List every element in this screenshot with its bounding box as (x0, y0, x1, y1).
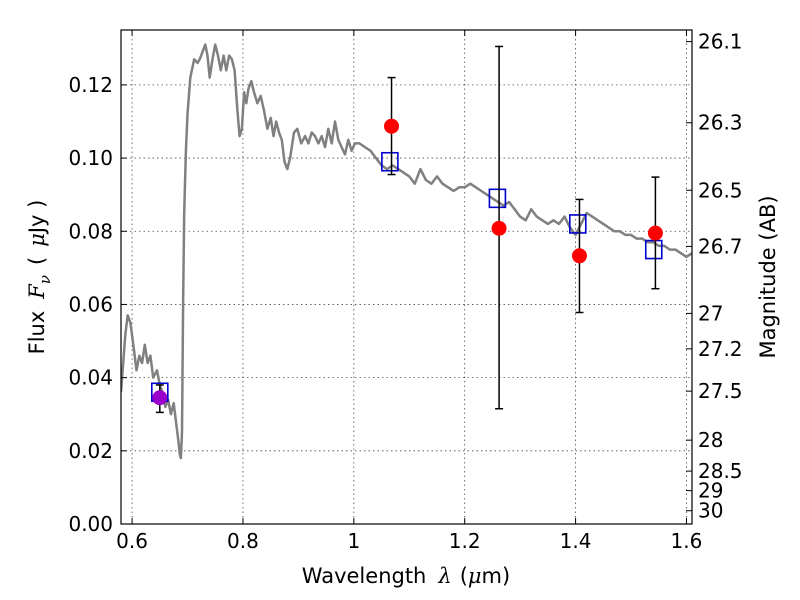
y2-tick-label: 26.7 (698, 234, 743, 258)
y2-tick-label: 28.5 (698, 459, 743, 483)
x-tick-label: 1.4 (560, 529, 592, 553)
x-axis-title-unit-open: ( (460, 564, 468, 588)
observed-photometry-point (571, 248, 587, 264)
y-tick-label: 0.02 (68, 439, 113, 463)
observed-photometry-point (384, 118, 400, 134)
y-tick-label: 0.12 (68, 73, 113, 97)
y-axis-title-subscript: ν (36, 275, 54, 284)
x-tick-label: 1 (347, 529, 360, 553)
observed-photometry-point (152, 390, 168, 406)
y2-tick-label: 28 (698, 428, 723, 452)
y2-tick-label: 26.1 (698, 30, 743, 54)
model-photometry-square (488, 188, 507, 209)
observed-photometry-point (647, 225, 663, 241)
y-tick-label: 0.06 (68, 292, 113, 316)
x-axis-title-prefix: Wavelength (302, 564, 427, 588)
x-tick-label: 0.8 (227, 529, 259, 553)
spectrum-line (121, 43, 692, 460)
y-tick-label: 0.10 (68, 146, 113, 170)
model-photometry-square (381, 151, 399, 172)
y2-tick-label: 26.3 (698, 111, 743, 135)
x-tick-label: 1.6 (671, 529, 703, 553)
y-axis-title-symbol: F (25, 283, 49, 300)
y-axis-title-unit-mu: μ (25, 233, 49, 247)
x-tick-label: 0.6 (116, 529, 148, 553)
y2-axis-title: Magnitude (AB) (756, 195, 780, 358)
model-photometry-square (644, 239, 663, 260)
y2-tick-label: 27 (698, 301, 723, 325)
y2-tick-label: 27.2 (698, 337, 743, 361)
y-axis-title-unit-rest: Jy ) (25, 200, 49, 236)
plot-data (121, 43, 692, 460)
observed-photometry-point (491, 220, 507, 236)
y2-tick-label: 29 (698, 479, 723, 503)
x-axis-title-unit-mu: μ (468, 564, 482, 588)
model-photometry-square (568, 214, 587, 234)
y2-tick-label: 30 (698, 499, 723, 523)
y-axis-title: Flux Fν ( μJy ) (25, 200, 54, 355)
x-tick-label: 1.2 (449, 529, 481, 553)
y-tick-label: 0.00 (68, 512, 113, 536)
x-axis-title-unit-rest: m) (482, 564, 511, 588)
y-tick-label: 0.04 (68, 366, 113, 390)
y-axis-title-prefix: Flux (25, 311, 49, 355)
y-tick-label: 0.08 (68, 219, 113, 243)
y2-tick-label: 26.5 (698, 178, 743, 202)
x-axis-title: Wavelength λ (μm) (302, 564, 510, 588)
plot-frame (120, 29, 693, 525)
x-axis-title-symbol: λ (437, 564, 451, 588)
axis-ticks: 0.6 0.8 1 1.2 1.4 1.6 0.00 0.02 0.04 0.06 0.08 0.10… (68, 30, 742, 553)
y-axis-title-unit-open: ( (25, 257, 49, 265)
y2-tick-label: 27.5 (698, 379, 743, 403)
